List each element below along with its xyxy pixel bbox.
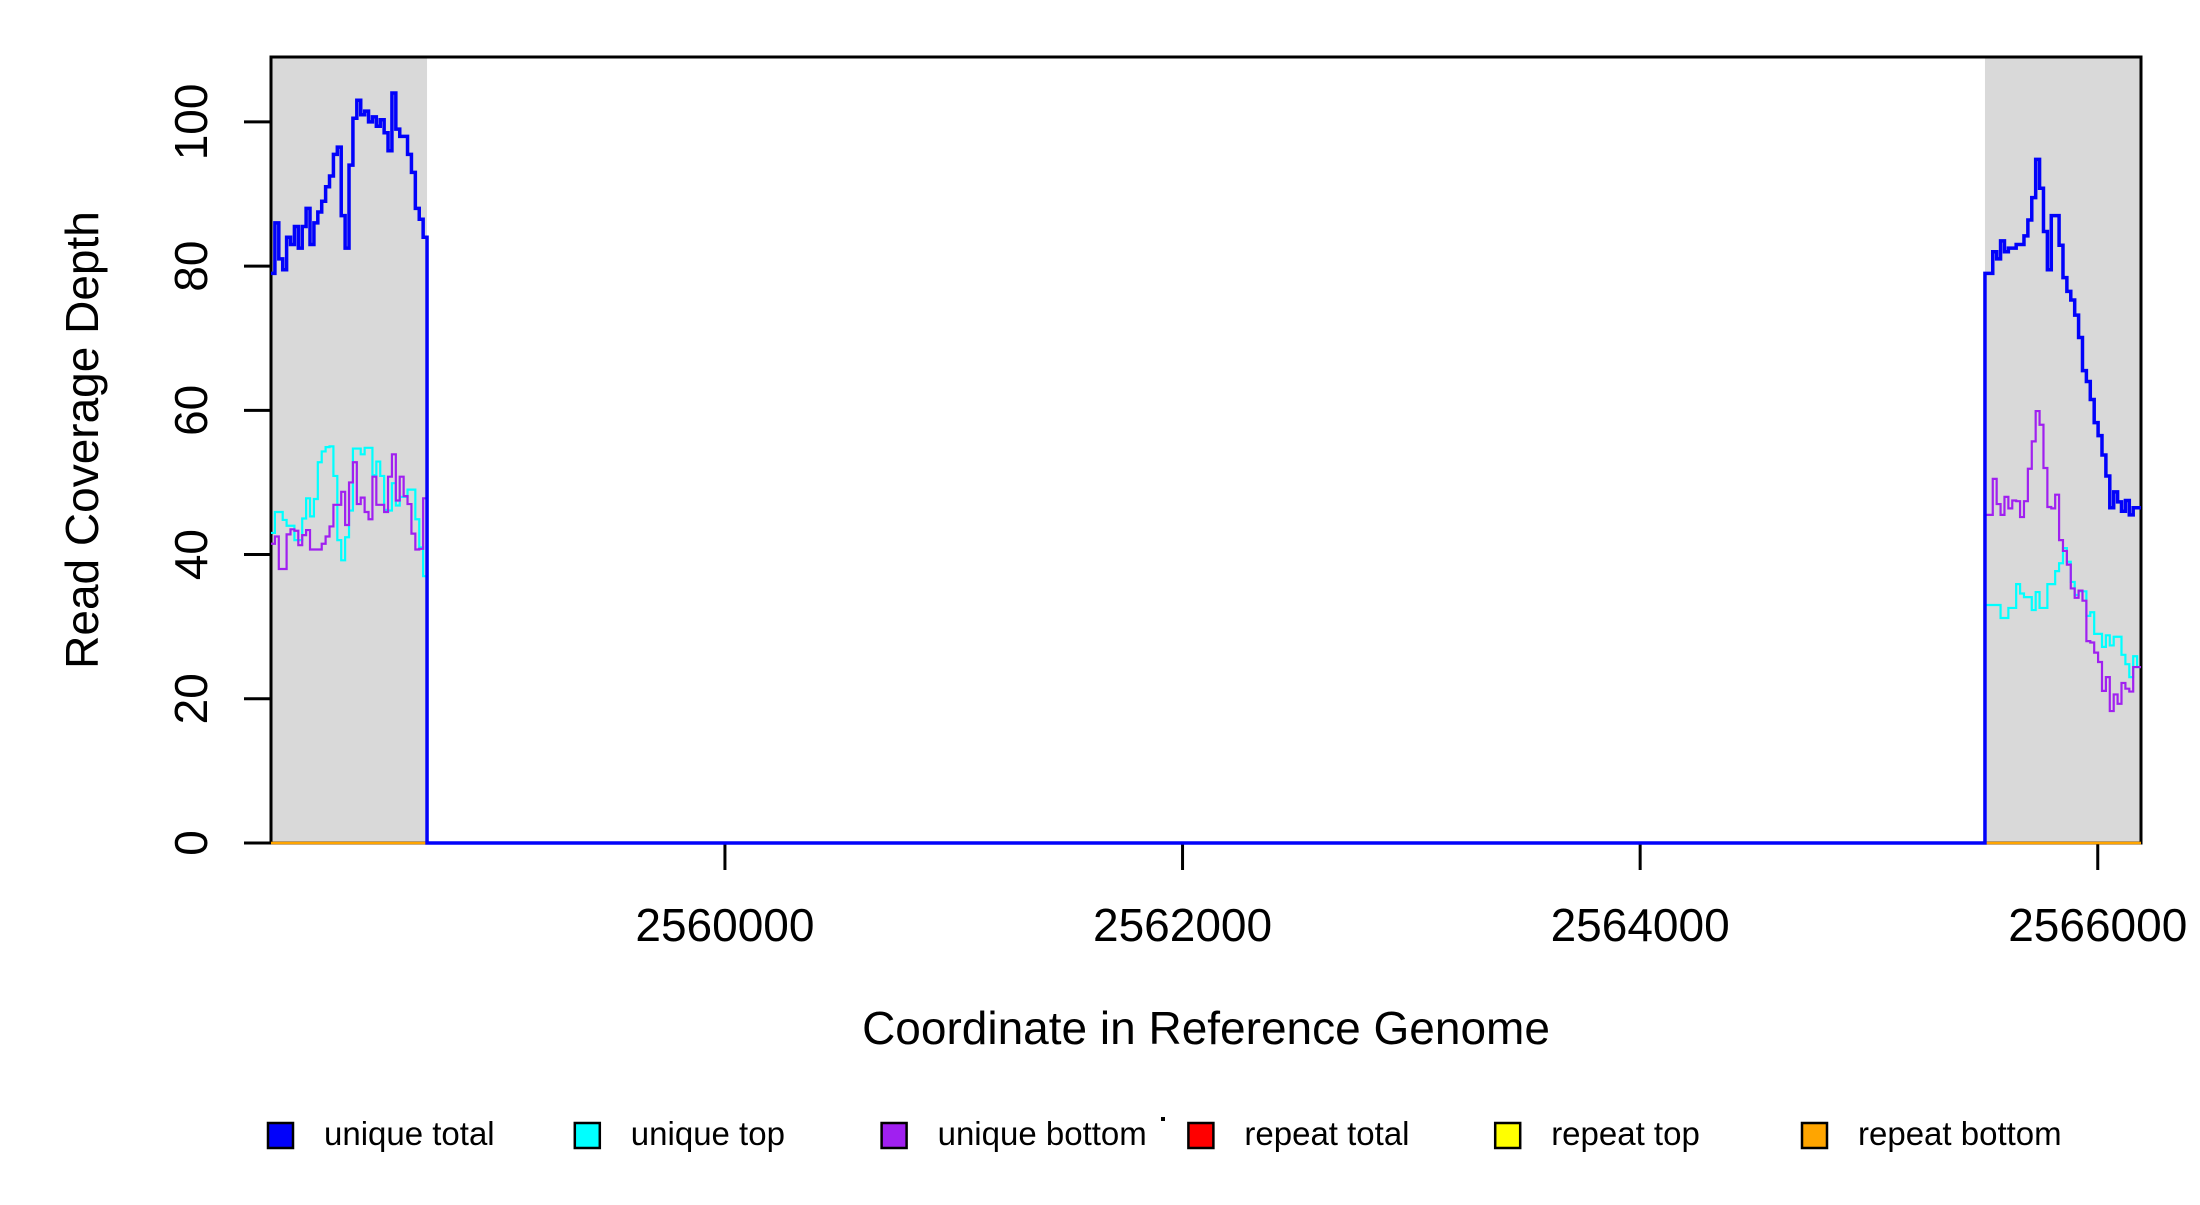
legend-swatch-repeat-total bbox=[1187, 1121, 1215, 1150]
legend-swatch-unique-top bbox=[573, 1121, 602, 1150]
series-unique-top-line bbox=[271, 445, 2141, 845]
axis-ticks-layer: 2560000 2562000 2564000 2566000 0 20 40 60 80 100 bbox=[165, 84, 2187, 951]
legend-item-unique-bottom: unique bottom bbox=[880, 1115, 1147, 1152]
x-tick-label: 2560000 bbox=[635, 899, 814, 951]
shaded-region-right bbox=[1984, 57, 2141, 843]
series-unique-total-line bbox=[271, 91, 2141, 845]
legend-item-unique-top: unique top bbox=[573, 1115, 785, 1152]
x-tick-label: 2566000 bbox=[2008, 899, 2187, 951]
x-tick-label: 2562000 bbox=[1093, 899, 1272, 951]
legend-label: unique total bbox=[324, 1115, 495, 1152]
y-tick-label: 40 bbox=[165, 529, 217, 580]
y-axis-title: Read Coverage Depth bbox=[56, 211, 108, 669]
plot-frame-layer bbox=[269, 55, 2143, 845]
y-tick-label: 80 bbox=[165, 241, 217, 292]
legend-label: unique top bbox=[631, 1115, 785, 1152]
y-tick-label: 20 bbox=[165, 673, 217, 724]
y-tick-label: 100 bbox=[165, 84, 217, 161]
y-tick-label: 0 bbox=[165, 830, 217, 856]
legend-swatch-unique-total bbox=[266, 1121, 295, 1150]
x-axis-title: Coordinate in Reference Genome bbox=[862, 1002, 1550, 1054]
plot-border bbox=[269, 55, 2143, 845]
data-series-layer bbox=[271, 91, 2141, 845]
legend-item-repeat-bottom: repeat bottom bbox=[1800, 1115, 2062, 1152]
legend-item-repeat-top: repeat top bbox=[1493, 1115, 1700, 1152]
series-unique-bottom-line bbox=[271, 409, 2141, 845]
y-tick-label: 60 bbox=[165, 385, 217, 436]
legend-label: repeat total bbox=[1244, 1115, 1409, 1152]
legend-label: unique bottom bbox=[938, 1115, 1147, 1152]
legend: unique total unique top unique bottom repea… bbox=[266, 1115, 2062, 1152]
legend-swatch-repeat-bottom bbox=[1800, 1121, 1829, 1150]
legend-swatch-unique-bottom bbox=[880, 1121, 908, 1150]
x-tick-label: 2564000 bbox=[1551, 899, 1730, 951]
shaded-regions-layer bbox=[271, 57, 2141, 843]
legend-label: repeat bottom bbox=[1858, 1115, 2062, 1152]
legend-label: repeat top bbox=[1551, 1115, 1700, 1152]
legend-item-repeat-total: repeat total bbox=[1187, 1115, 1410, 1152]
stray-dot bbox=[1161, 1117, 1165, 1121]
legend-swatch-repeat-top bbox=[1493, 1121, 1522, 1150]
legend-item-unique-total: unique total bbox=[266, 1115, 495, 1152]
